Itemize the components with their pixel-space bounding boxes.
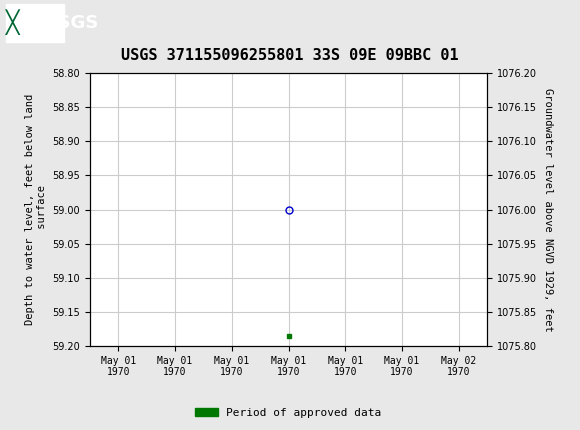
Text: ╳: ╳ xyxy=(6,10,19,35)
Legend: Period of approved data: Period of approved data xyxy=(191,404,386,423)
Text: USGS 371155096255801 33S 09E 09BBC 01: USGS 371155096255801 33S 09E 09BBC 01 xyxy=(121,49,459,63)
Text: USGS: USGS xyxy=(44,14,99,31)
Bar xyxy=(6,3,64,42)
Y-axis label: Depth to water level, feet below land
 surface: Depth to water level, feet below land su… xyxy=(26,94,47,325)
Y-axis label: Groundwater level above NGVD 1929, feet: Groundwater level above NGVD 1929, feet xyxy=(543,88,553,332)
